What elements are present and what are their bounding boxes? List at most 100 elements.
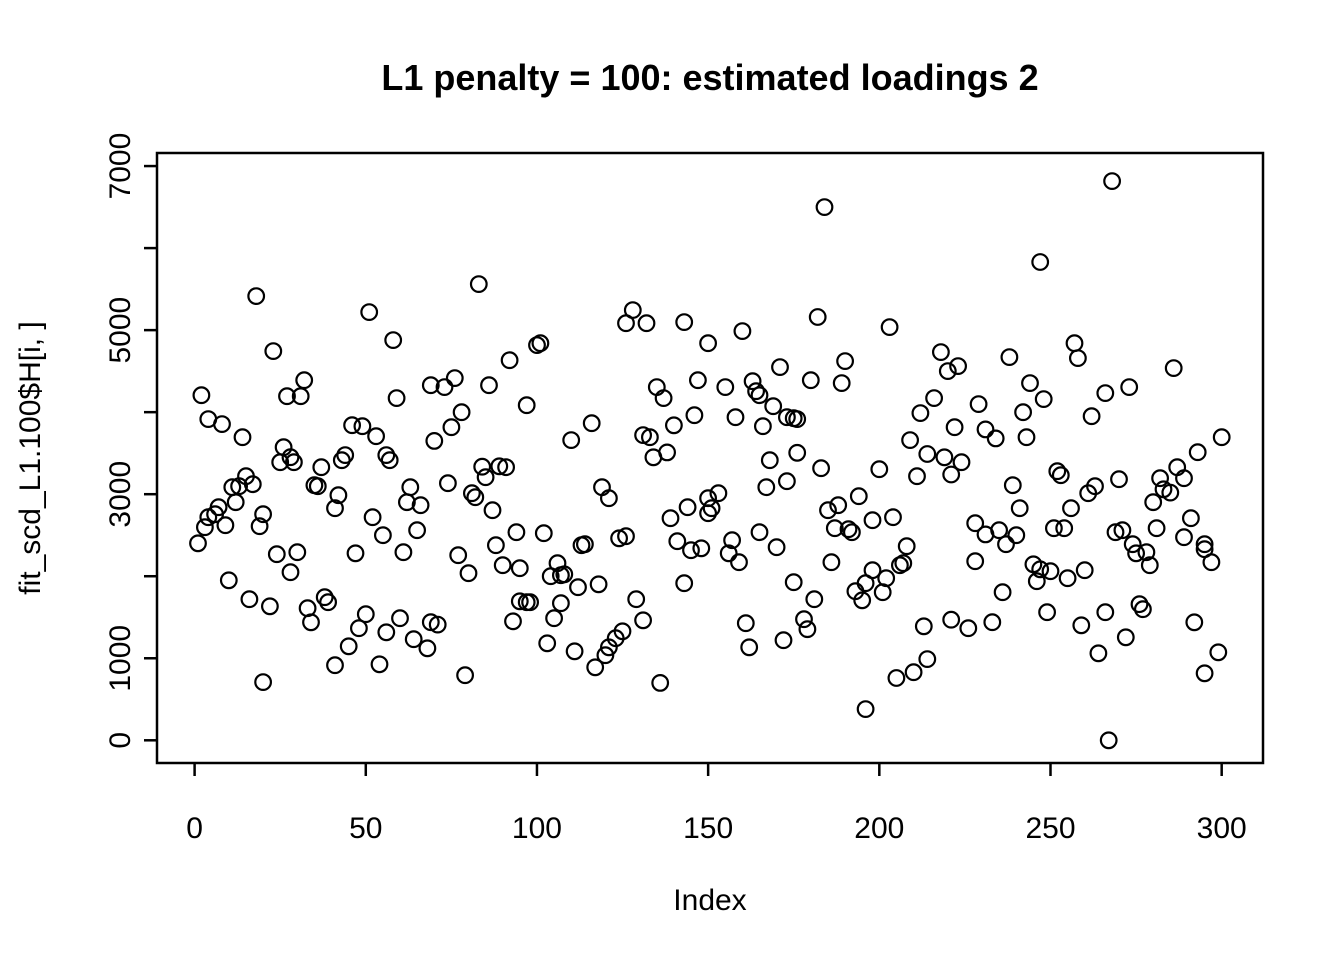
data-point [254, 505, 273, 524]
data-point [216, 516, 235, 535]
data-point [682, 541, 700, 560]
data-point [723, 531, 741, 550]
data-point [1086, 477, 1104, 496]
data-point [795, 610, 813, 629]
data-point [1044, 519, 1063, 538]
data-point [510, 592, 529, 611]
data-point [997, 535, 1015, 554]
data-point [1133, 600, 1152, 619]
data-point [1151, 469, 1169, 488]
data-point [750, 523, 769, 542]
data-point [387, 389, 406, 408]
data-point [760, 451, 779, 470]
data-point [719, 544, 738, 563]
data-point [1051, 466, 1070, 485]
data-point [493, 556, 512, 575]
data-point [661, 509, 680, 528]
data-point [822, 553, 841, 572]
data-point [726, 408, 745, 427]
data-point [945, 418, 964, 437]
data-point [932, 343, 950, 362]
data-point [439, 474, 457, 493]
data-point [531, 334, 550, 353]
data-point [480, 376, 498, 395]
x-tick-label: 200 [854, 812, 904, 845]
data-point [1010, 499, 1029, 518]
data-point [449, 546, 468, 565]
data-point [764, 397, 783, 416]
data-point [709, 484, 728, 503]
y-tick-label: 3000 [104, 461, 137, 528]
data-point [497, 458, 516, 477]
y-tick-label: 7000 [104, 133, 137, 200]
y-tick-label: 0 [104, 732, 137, 749]
data-point [849, 487, 868, 506]
data-point [1103, 172, 1121, 191]
data-point [884, 508, 902, 527]
data-point [302, 613, 320, 632]
data-point [1048, 462, 1067, 481]
data-point [685, 406, 704, 425]
data-point [350, 619, 368, 638]
data-point [1137, 543, 1156, 562]
data-point [582, 414, 601, 433]
data-point [1113, 521, 1132, 540]
data-point [897, 537, 916, 556]
data-point [832, 374, 851, 393]
data-point [1038, 603, 1056, 622]
data-point [976, 420, 995, 439]
data-point [1099, 731, 1118, 750]
data-point [1195, 664, 1214, 683]
data-point [949, 357, 967, 376]
data-point [545, 609, 563, 628]
data-point [1195, 535, 1214, 554]
data-point [380, 451, 399, 470]
data-point [1130, 595, 1149, 614]
data-point [634, 611, 652, 630]
data-point [326, 656, 344, 675]
data-point [1014, 403, 1032, 422]
data-point [1175, 469, 1193, 488]
data-point [1031, 560, 1050, 579]
y-axis-ticks [144, 164, 157, 742]
data-point [678, 498, 697, 517]
data-point [374, 526, 392, 545]
data-point [990, 521, 1008, 540]
data-point [801, 371, 820, 390]
data-point [966, 552, 985, 571]
data-point [1144, 493, 1163, 512]
data-point [870, 460, 889, 479]
data-point [1082, 407, 1101, 426]
data-point [637, 314, 656, 333]
data-point [1000, 348, 1019, 367]
data-point [654, 389, 673, 408]
data-point [1003, 476, 1022, 495]
data-point [600, 489, 618, 508]
data-point [189, 534, 207, 553]
data-point [788, 443, 807, 462]
data-point [1089, 644, 1108, 663]
data-point [517, 396, 536, 415]
data-point [209, 498, 228, 517]
data-point [1209, 643, 1228, 662]
data-point [1202, 553, 1221, 572]
data-point [326, 499, 344, 518]
data-point [377, 623, 396, 642]
data-point [716, 378, 735, 397]
data-point [627, 590, 646, 609]
data-point [483, 501, 502, 520]
data-point [733, 322, 752, 341]
data-point [463, 484, 481, 503]
data-point [942, 465, 961, 484]
data-point [418, 639, 437, 658]
x-axis-tick-labels: 0 50 100 150 200 250 300 [186, 812, 1246, 845]
data-point [195, 518, 214, 537]
data-point [586, 658, 605, 677]
data-point [877, 569, 896, 588]
x-axis-title: Index [673, 884, 746, 917]
data-point [367, 427, 386, 446]
data-point [1116, 628, 1135, 647]
data-point [1072, 616, 1091, 635]
data-point [863, 561, 882, 580]
data-point [192, 386, 211, 405]
